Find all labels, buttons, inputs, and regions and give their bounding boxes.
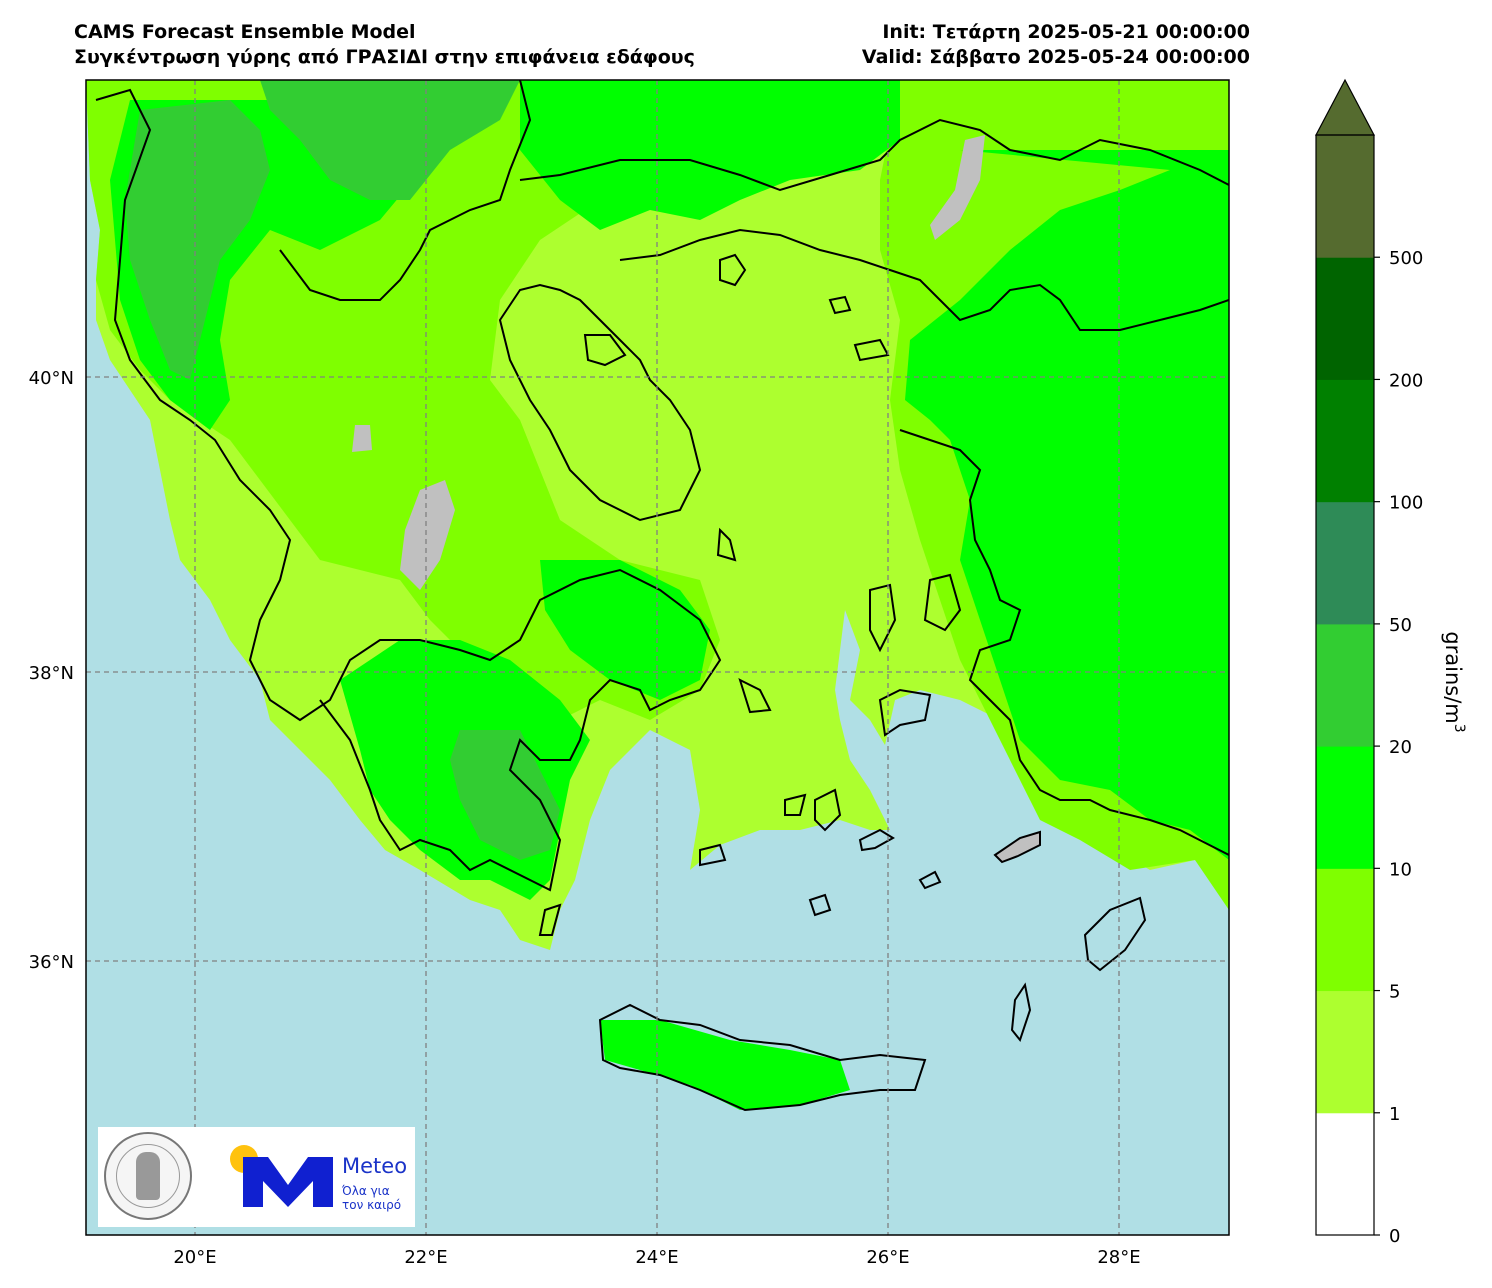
meteo-m-logo-icon [243,1157,333,1207]
meteo-tagline: Όλα για τον καιρό [342,1184,401,1212]
pollen-field-10-20-crete [600,1020,850,1110]
map-panel [86,80,1229,1235]
lat-tick-40: 40°N [29,368,74,389]
forecast-times: Init: Τετάρτη 2025-05-21 00:00:00 Valid:… [862,20,1250,70]
meteo-brand: Meteo [342,1154,408,1178]
colorbar-tick-label: 100 [1389,493,1423,514]
lon-tick-24: 24°E [635,1247,678,1268]
colorbar-tick-label: 1 [1389,1104,1400,1125]
title-variable: Συγκέντρωση γύρης από ΓΡΑΣΙΔΙ στην επιφά… [74,46,695,68]
colorbar-label: grains/m3 [1441,631,1467,732]
colorbar-tick-label: 10 [1389,859,1412,880]
colorbar-segment [1316,379,1374,503]
valid-time: Valid: Σάββατο 2025-05-24 00:00:00 [861,46,1250,68]
colorbar-tick-label: 20 [1389,737,1412,758]
colorbar-segment [1316,135,1374,258]
colorbar-segment [1316,257,1374,380]
pollen-field-20-50-pelop [450,730,560,860]
colorbar-tick-label: 500 [1389,248,1423,269]
map-title: CAMS Forecast Ensemble Model Συγκέντρωση… [74,20,695,70]
colorbar-segment [1316,868,1374,992]
colorbar-extend-arrow [1315,78,1375,136]
no-data-area [400,480,455,590]
lon-tick-28: 28°E [1097,1247,1140,1268]
map-frame [85,79,1230,1236]
no-data-area-3 [930,135,985,240]
colorbar-tick-label: 200 [1389,370,1423,391]
colorbar-tick-label: 0 [1389,1226,1400,1247]
title-model: CAMS Forecast Ensemble Model [74,21,416,43]
pollen-field-20-50 [125,100,270,380]
meteo-tagline-line1: Όλα για [342,1184,390,1198]
colorbar-frame [1315,134,1375,1236]
colorbar-segment [1316,623,1374,747]
no-data-area-2 [352,425,372,452]
colorbar-segment [1316,1112,1374,1236]
colorbar-segments [1316,135,1374,1236]
islands [538,253,1147,1112]
colorbar-segment [1316,990,1374,1114]
observatory-seal-icon [104,1132,192,1220]
meteo-tagline-line2: τον καιρό [342,1198,402,1212]
lat-tick-38: 38°N [29,663,74,684]
init-time: Init: Τετάρτη 2025-05-21 00:00:00 [882,21,1250,43]
lon-tick-22: 22°E [404,1247,447,1268]
lon-tick-20: 20°E [173,1247,216,1268]
pollen-field-20-50-north [260,80,520,200]
logo-panel: Meteo Όλα για τον καιρό [98,1127,415,1227]
colorbar-tick-label: 50 [1389,615,1412,636]
colorbar-tick-label: 5 [1389,982,1400,1003]
colorbar-ticks: 0 1 5 10 20 50 100 200 500 [1374,248,1423,1247]
colorbar-segment [1316,501,1374,625]
lat-tick-36: 36°N [29,952,74,973]
lon-tick-26: 26°E [866,1247,909,1268]
pollen-field-10-20-north [520,80,900,230]
gridlines [86,80,1229,1235]
colorbar-segment [1316,746,1374,869]
pollen-field-10-20-turkey [905,150,1229,860]
coastlines [95,80,1229,892]
colorbar: 0 1 5 10 20 50 100 200 500 grains/m3 [1315,78,1467,1247]
